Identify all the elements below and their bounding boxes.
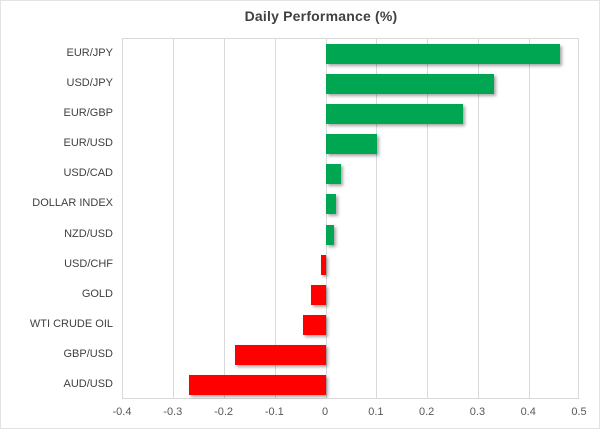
gridline-x--0.2 bbox=[224, 39, 226, 398]
performance-bar-usd-jpy bbox=[326, 74, 494, 95]
gridline-x-0.3 bbox=[477, 39, 479, 398]
gridline-x-0.2 bbox=[427, 39, 429, 398]
performance-bar-gbp-usd bbox=[234, 344, 327, 365]
performance-bar-aud-usd bbox=[189, 374, 327, 395]
category-label-aud-usd: AUD/USD bbox=[63, 377, 113, 390]
plot-area bbox=[122, 38, 579, 399]
performance-bar-eur-gbp bbox=[326, 104, 464, 125]
x-tick-label-0.2: 0.2 bbox=[419, 406, 435, 418]
x-tick-label-0: 0 bbox=[322, 406, 329, 418]
x-tick-label--0.4: -0.4 bbox=[112, 406, 132, 418]
performance-bar-eur-usd bbox=[326, 134, 377, 155]
category-label-gbp-usd: GBP/USD bbox=[63, 347, 113, 360]
chart-title: Daily Performance (%) bbox=[244, 8, 398, 24]
category-label-usd-chf: USD/CHF bbox=[64, 257, 113, 270]
performance-bar-wti-crude-oil bbox=[303, 314, 327, 335]
category-label-nzd-usd: NZD/USD bbox=[64, 227, 113, 240]
performance-bar-gold bbox=[310, 284, 327, 305]
performance-bar-nzd-usd bbox=[326, 224, 334, 245]
category-label-usd-cad: USD/CAD bbox=[63, 167, 113, 180]
category-label-gold: GOLD bbox=[81, 287, 113, 300]
category-label-usd-jpy: USD/JPY bbox=[66, 77, 113, 90]
category-label-eur-gbp: EUR/GBP bbox=[63, 107, 113, 120]
gridline-x-0.1 bbox=[376, 39, 378, 398]
category-label-wti-crude-oil: WTI CRUDE OIL bbox=[29, 317, 113, 330]
performance-bar-eur-jpy bbox=[326, 44, 560, 65]
gridline-x-0 bbox=[325, 39, 327, 398]
category-label-eur-jpy: EUR/JPY bbox=[66, 47, 113, 59]
x-tick-label-0.4: 0.4 bbox=[520, 406, 536, 418]
gridline-x--0.1 bbox=[274, 39, 276, 398]
category-label-dollar-index: DOLLAR INDEX bbox=[32, 197, 113, 210]
gridline-x-0.4 bbox=[528, 39, 530, 398]
performance-bar-usd-cad bbox=[326, 164, 342, 185]
category-label-eur-usd: EUR/USD bbox=[63, 137, 113, 150]
gridline-x--0.3 bbox=[173, 39, 175, 398]
x-tick-label-0.5: 0.5 bbox=[571, 406, 587, 418]
x-tick-label-0.1: 0.1 bbox=[368, 406, 384, 418]
performance-bar-dollar-index bbox=[326, 194, 337, 215]
x-tick-label--0.2: -0.2 bbox=[214, 406, 234, 418]
x-tick-label--0.3: -0.3 bbox=[163, 406, 183, 418]
performance-bar-usd-chf bbox=[321, 254, 327, 275]
x-tick-label-0.3: 0.3 bbox=[469, 406, 486, 418]
x-tick-label--0.1: -0.1 bbox=[264, 406, 284, 418]
